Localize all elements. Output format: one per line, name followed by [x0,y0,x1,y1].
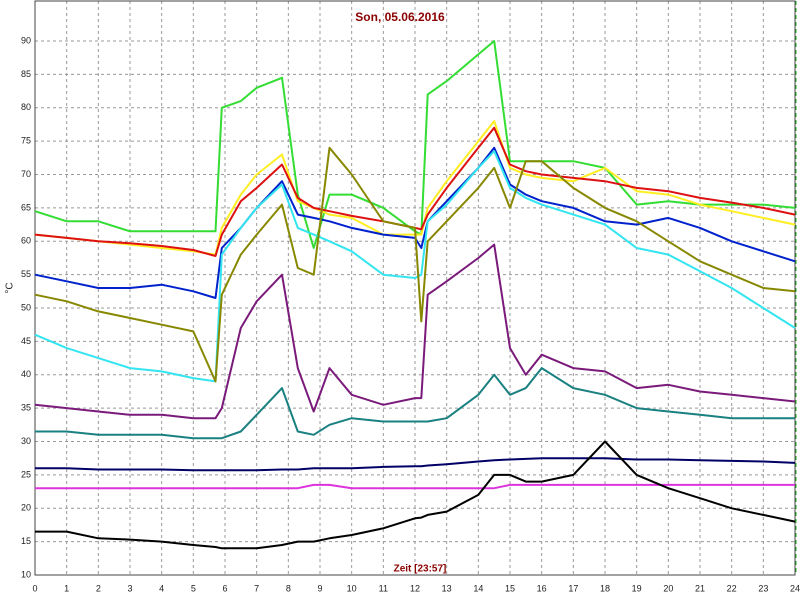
x-tick-label: 17 [568,583,578,593]
y-tick-label: 75 [21,136,31,146]
y-tick-label: 40 [21,369,31,379]
x-tick-label: 22 [727,583,737,593]
x-axis-label: Zeit [23:57] [394,564,447,575]
y-tick-label: 25 [21,469,31,479]
x-tick-label: 23 [758,583,768,593]
y-tick-label: 20 [21,503,31,513]
x-tick-label: 3 [127,583,132,593]
x-tick-label: 0 [32,583,37,593]
x-tick-label: 4 [159,583,164,593]
y-tick-label: 60 [21,236,31,246]
x-tick-label: 8 [286,583,291,593]
y-tick-label: 55 [21,269,31,279]
y-tick-label: 50 [21,302,31,312]
x-tick-label: 12 [410,583,420,593]
x-tick-label: 6 [222,583,227,593]
x-tick-label: 14 [473,583,483,593]
series-line [34,243,796,420]
series-line [34,146,796,383]
x-tick-label: 9 [317,583,322,593]
x-tick-label: 16 [537,583,547,593]
series-line [35,457,796,472]
y-tick-label: 85 [21,69,31,79]
x-tick-label: 20 [663,583,673,593]
y-tick-label: 80 [21,102,31,112]
x-tick-label: 1 [64,583,69,593]
y-tick-label: 45 [21,336,31,346]
y-tick-label: 30 [21,436,31,446]
series-line [34,150,796,383]
x-tick-label: 18 [600,583,610,593]
x-tick-label: 2 [96,583,101,593]
plot-frame [34,0,796,576]
x-tick-label: 24 [790,583,800,593]
series-line [35,367,795,440]
y-tick-label: 15 [21,536,31,546]
x-tick-label: 15 [505,583,515,593]
y-tick-label: 10 [21,569,31,579]
x-tick-label: 19 [632,583,642,593]
x-tick-label: 11 [379,583,388,593]
x-tick-label: 10 [347,583,357,593]
x-tick-label: 13 [442,583,452,593]
x-tick-label: 5 [191,583,196,593]
series-line [35,440,796,550]
y-tick-label: 35 [21,403,31,413]
y-tick-label: 70 [21,169,31,179]
y-tick-label: 90 [21,35,31,45]
x-tick-label: 7 [254,583,259,593]
y-tick-label: 65 [21,202,31,212]
chart-title: Son, 05.06.2016 [355,10,445,24]
y-axis-label: °C [5,282,16,293]
x-tick-label: 21 [695,583,705,593]
series-line [35,483,795,490]
grid [34,1,796,576]
